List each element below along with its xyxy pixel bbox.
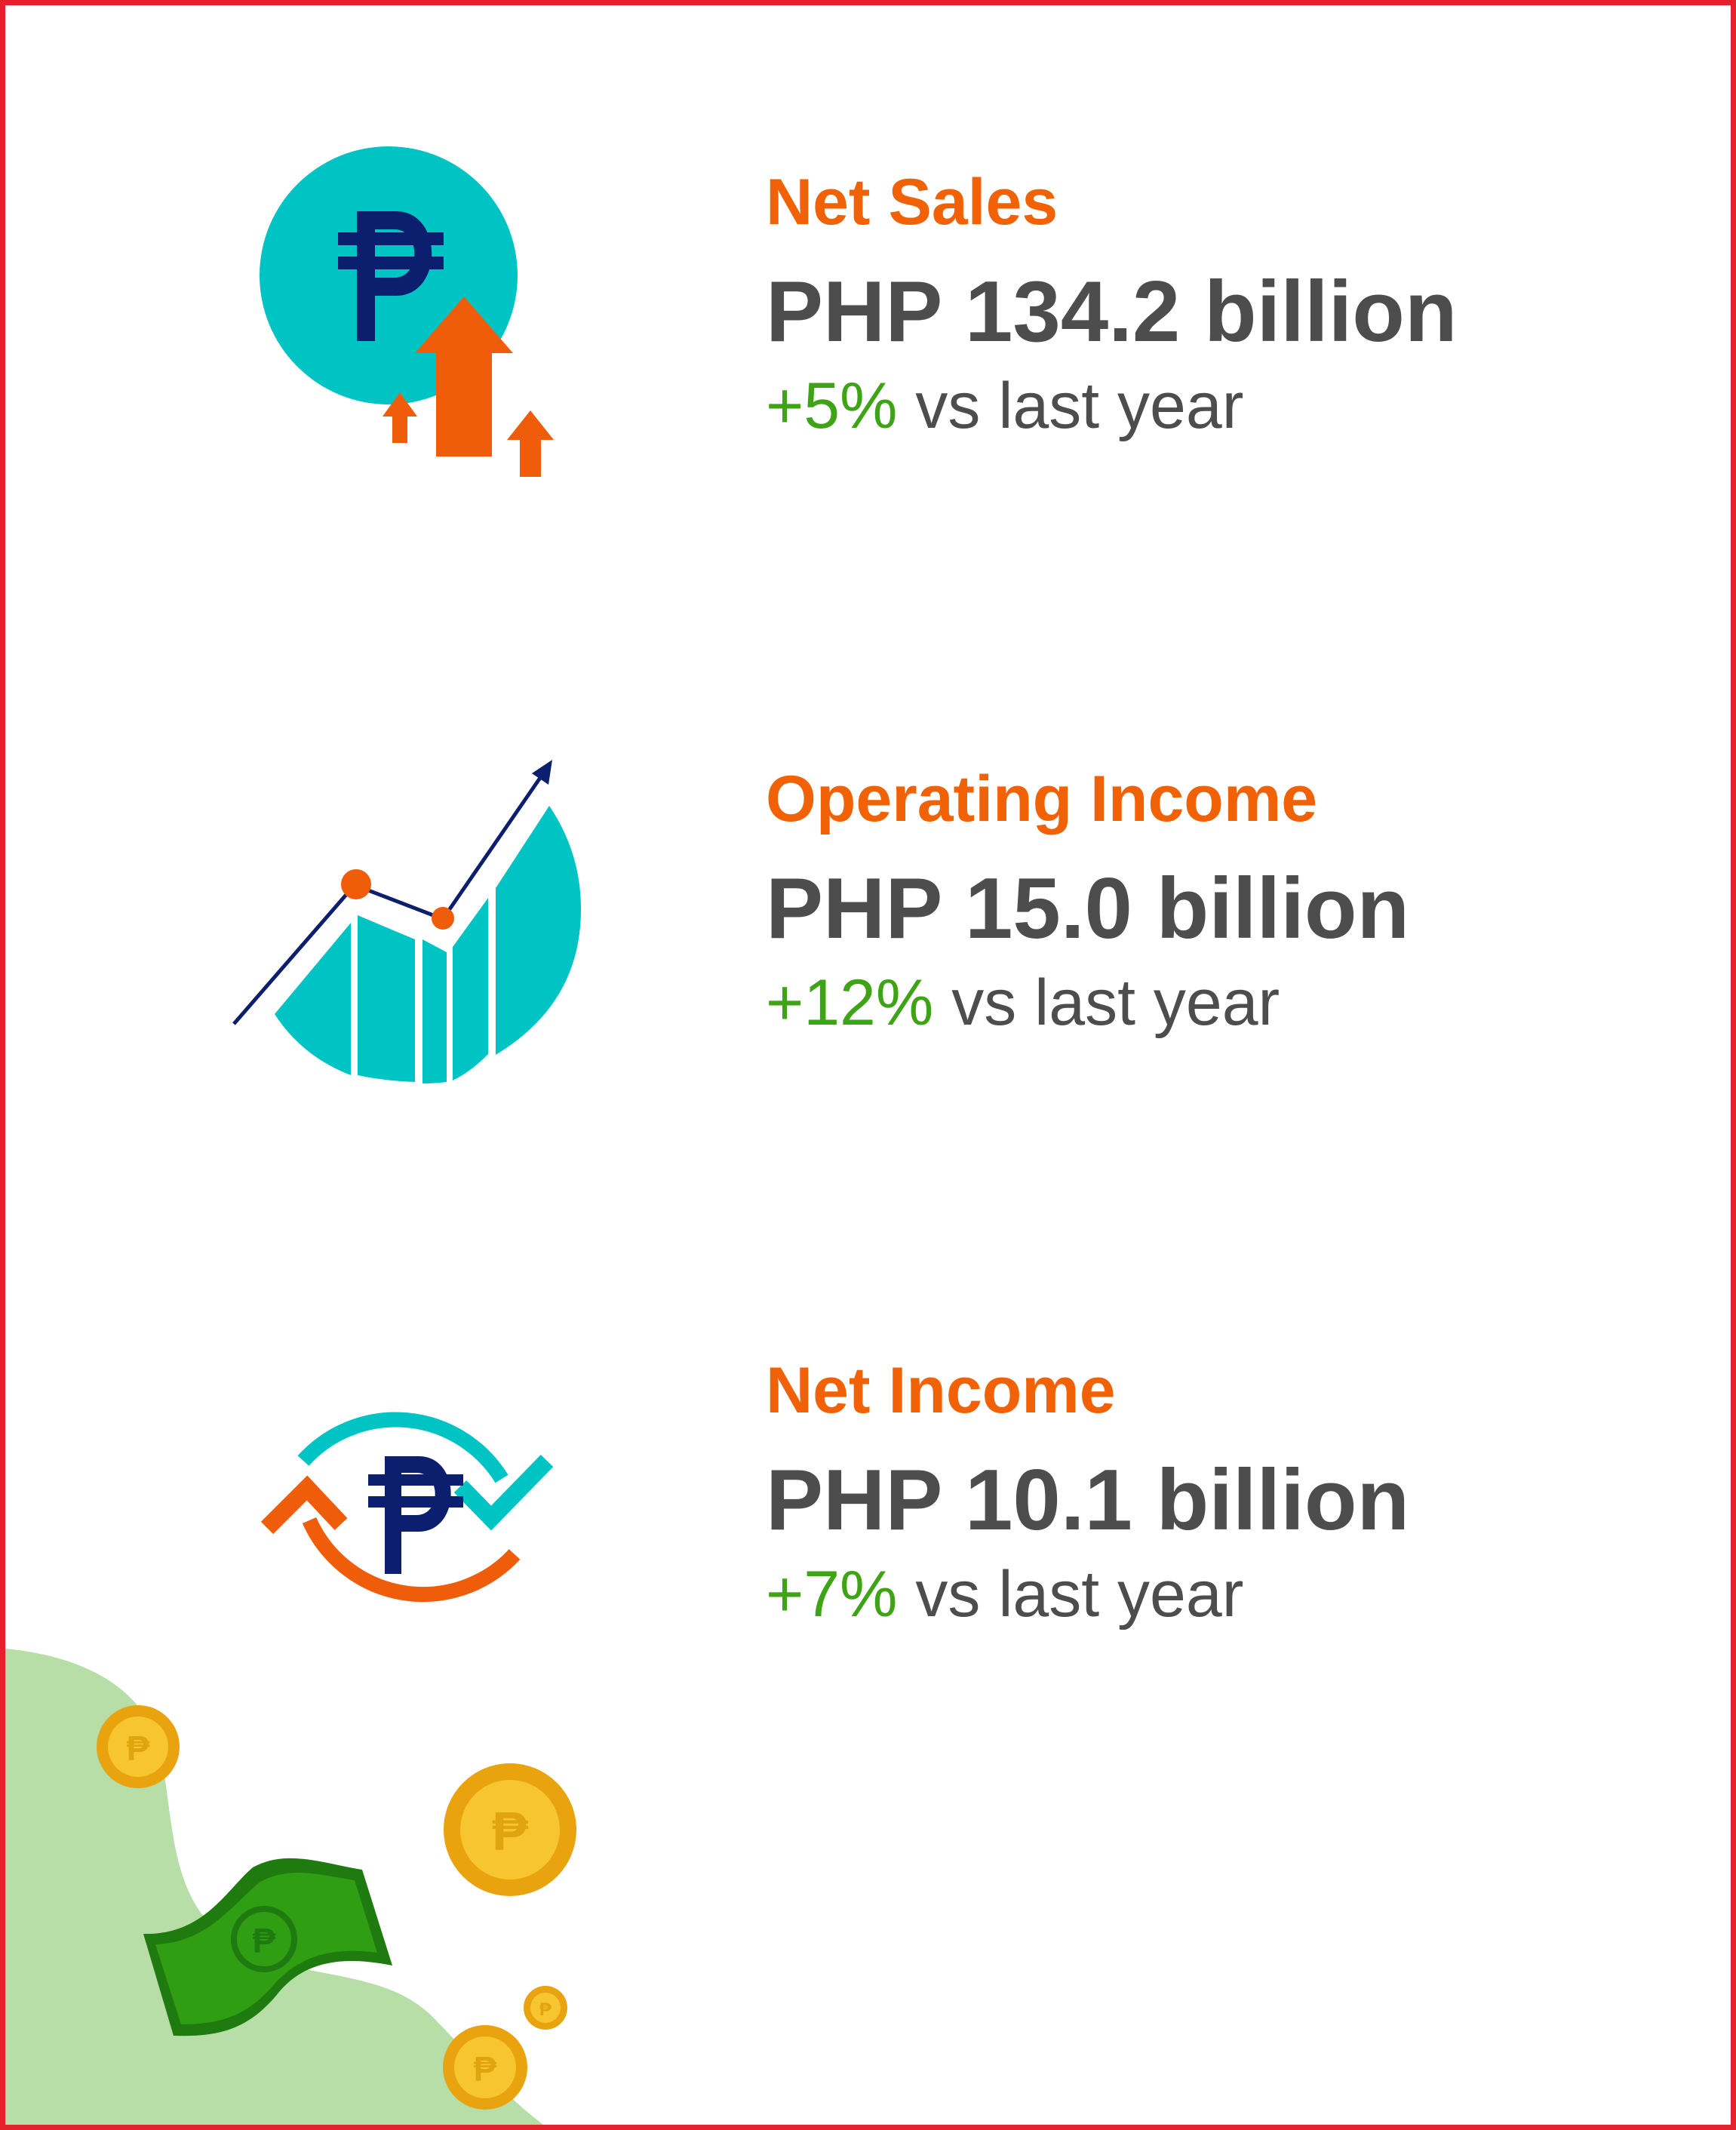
metric-change: +12% vs last year: [766, 970, 1409, 1035]
peso-coin-icon: ₱: [443, 2025, 527, 2110]
peso-coin-icon: ₱: [97, 1705, 180, 1788]
change-percent: +7%: [766, 1558, 898, 1631]
svg-text:₱: ₱: [539, 1999, 552, 2020]
svg-text:₱: ₱: [474, 2049, 497, 2089]
growth-chart-icon: [232, 760, 581, 1083]
metric-change: +5% vs last year: [766, 373, 1458, 438]
svg-text:₱: ₱: [127, 1729, 150, 1768]
svg-text:₱: ₱: [253, 1921, 276, 1960]
metric-title: Net Sales: [766, 166, 1058, 238]
metric-net-sales: Net Sales PHP 134.2 billion +5% vs last …: [766, 170, 1458, 438]
metric-value: PHP 15.0 billion: [766, 861, 1410, 957]
change-suffix: vs last year: [897, 1558, 1244, 1631]
change-suffix: vs last year: [897, 370, 1244, 442]
metric-value: PHP 10.1 billion: [766, 1452, 1410, 1548]
change-percent: +12%: [766, 967, 934, 1039]
peso-coin-icon: ₱: [524, 1986, 567, 2030]
metric-change: +7% vs last year: [766, 1562, 1409, 1627]
banknote-icon: ₱: [143, 1858, 392, 2036]
peso-coin-icon: ₱: [444, 1763, 576, 1896]
change-percent: +5%: [766, 370, 898, 442]
peso-cycle-arrows-icon: [260, 1412, 554, 1603]
change-suffix: vs last year: [933, 967, 1280, 1039]
metric-value: PHP 134.2 billion: [766, 264, 1458, 360]
metric-operating-income: Operating Income PHP 15.0 billion +12% v…: [766, 767, 1409, 1035]
metric-net-income: Net Income PHP 10.1 billion +7% vs last …: [766, 1358, 1409, 1627]
peso-coin-up-arrows-icon: [260, 146, 554, 477]
metric-title: Operating Income: [766, 763, 1318, 835]
metric-title: Net Income: [766, 1354, 1116, 1427]
svg-text:₱: ₱: [492, 1802, 529, 1862]
